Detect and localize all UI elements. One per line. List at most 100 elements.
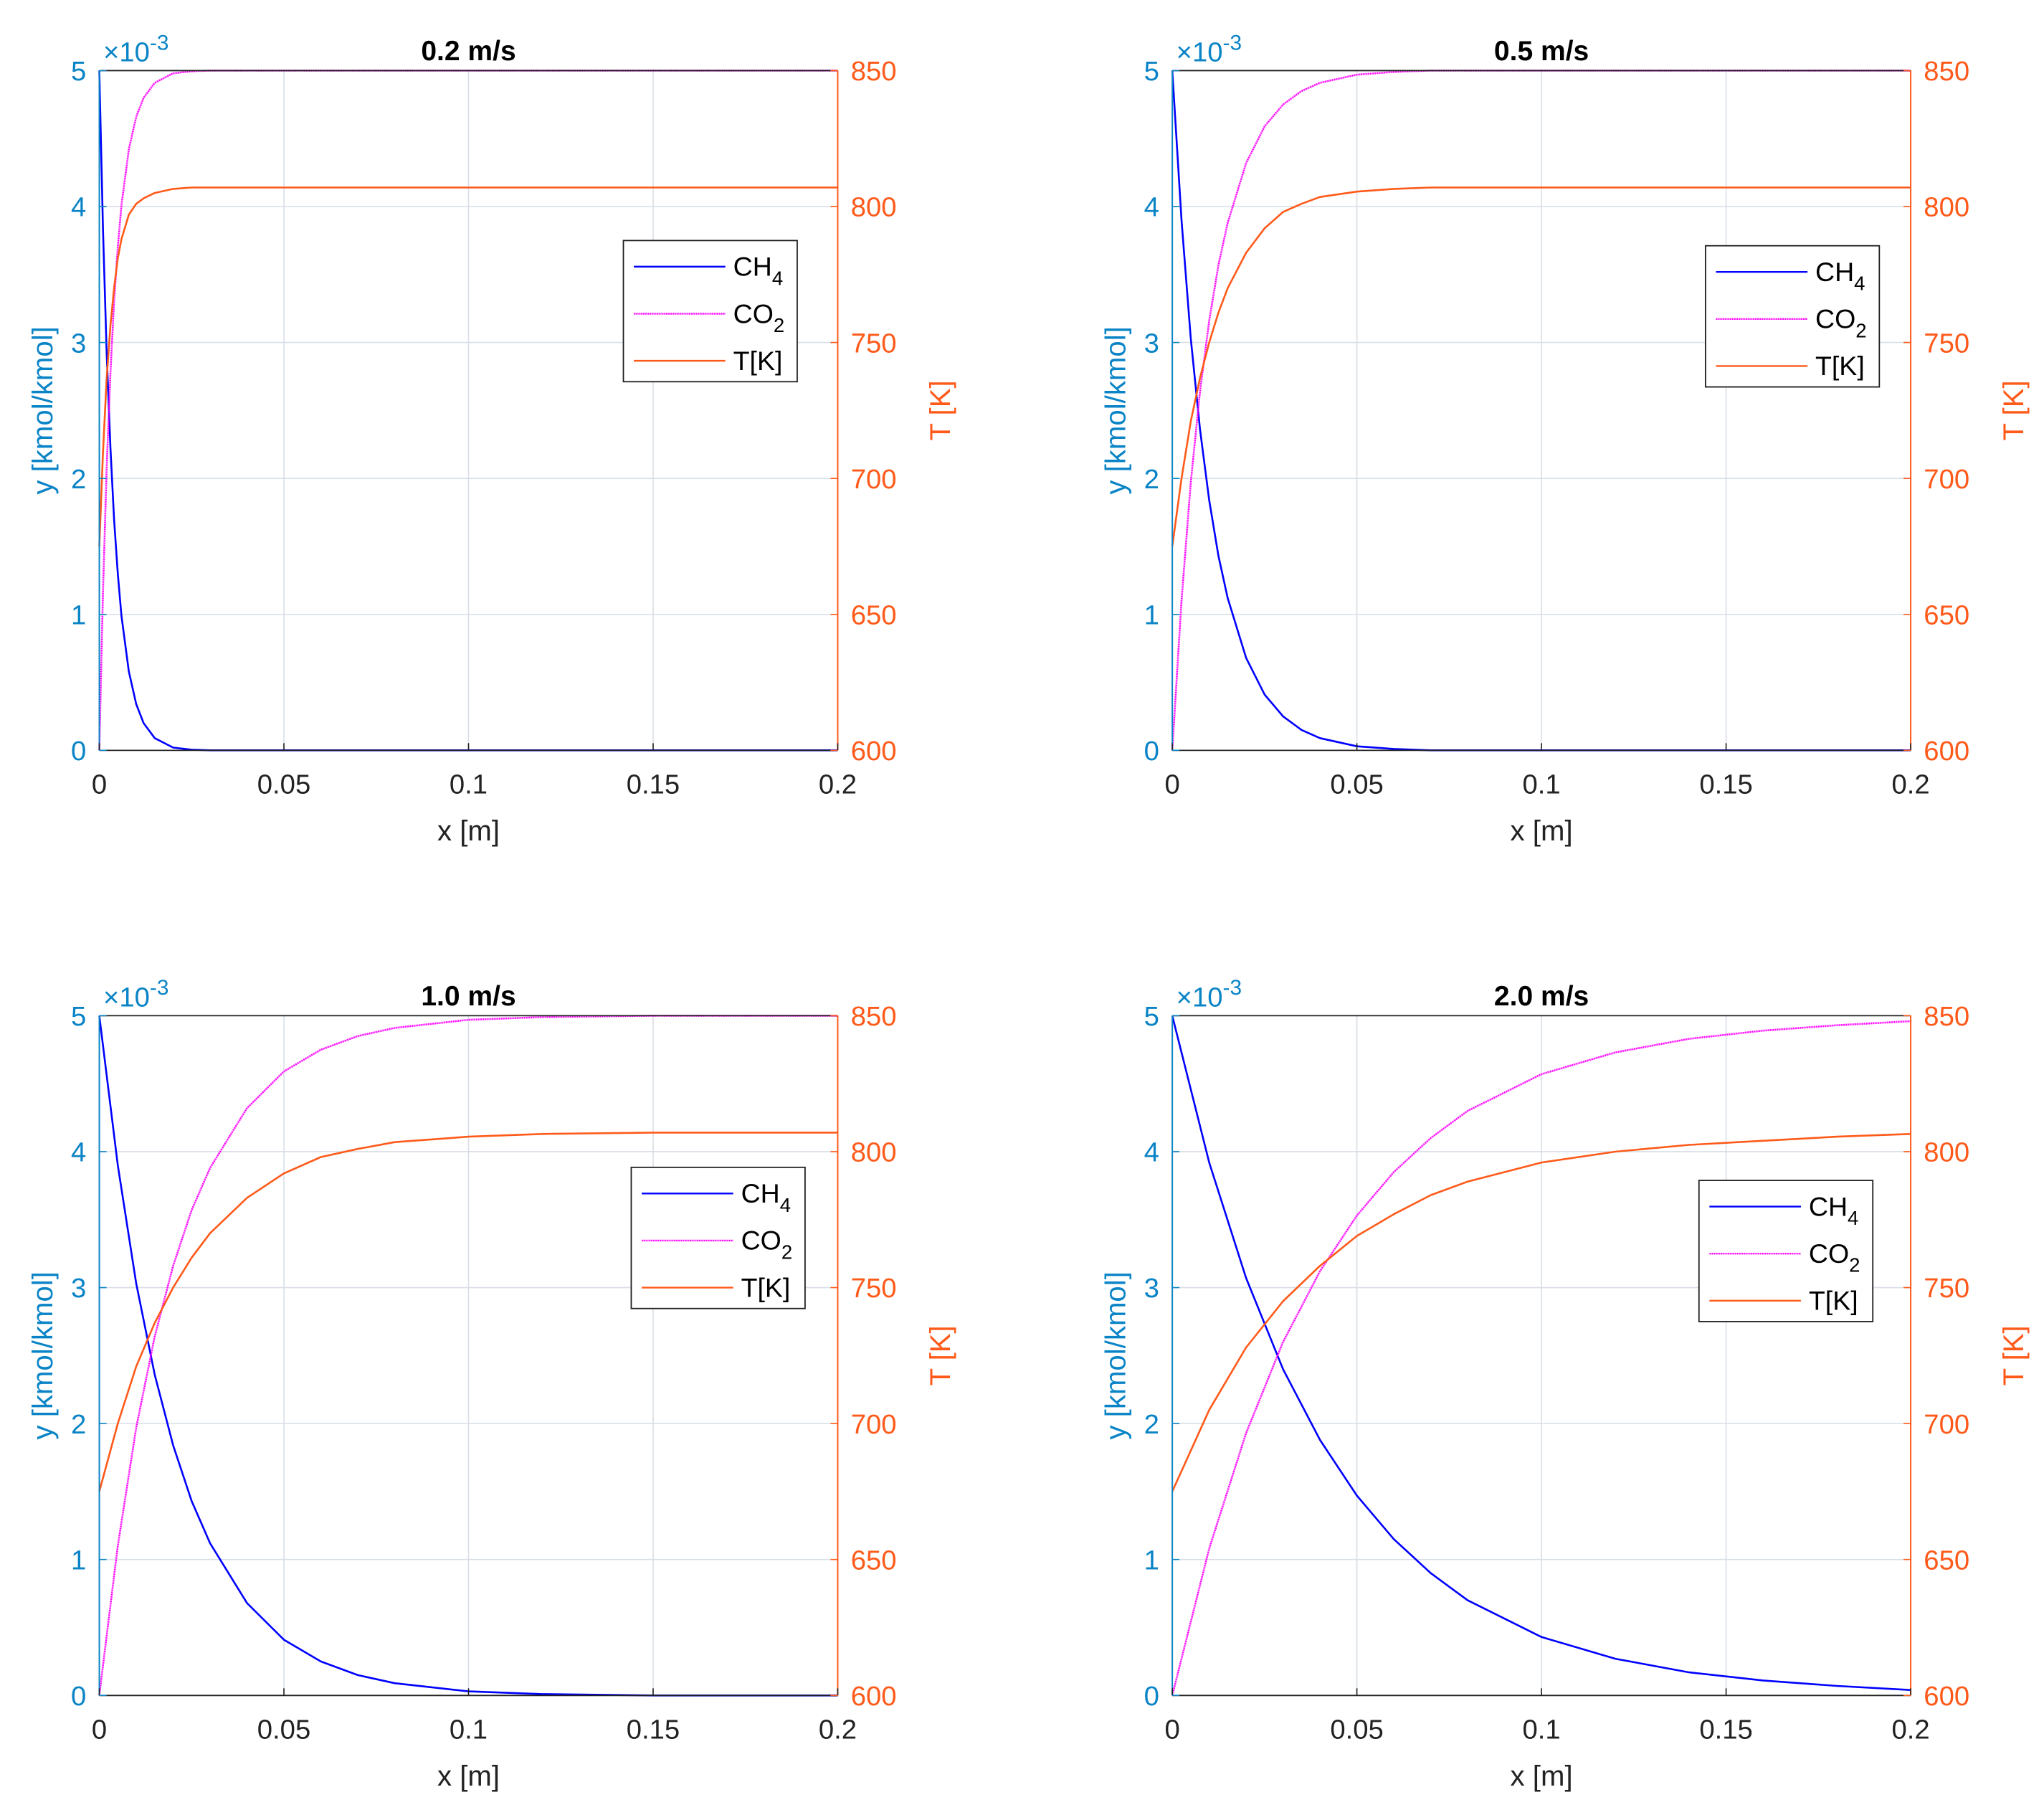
left-y-tick-label: 4 [71, 192, 86, 223]
legend-label-base: T[K] [741, 1272, 791, 1302]
left-y-tick-label: 0 [1144, 1681, 1159, 1712]
exponent-base: ×10 [103, 37, 150, 68]
exponent-power: -3 [1223, 31, 1242, 55]
right-y-tick-label: 850 [1924, 1001, 1969, 1032]
legend-label-subscript: 2 [774, 314, 784, 336]
right-y-tick-label: 750 [851, 328, 897, 359]
legend-label-base: CH [741, 1178, 780, 1208]
left-y-tick-label: 3 [1144, 1273, 1159, 1304]
left-y-tick-label: 1 [1144, 600, 1159, 630]
series-line-ch4 [98, 1015, 838, 1697]
left-y-axis-label: y [kmol/kmol] [27, 1271, 59, 1439]
x-tick-label: 0 [1164, 769, 1179, 800]
legend-label-subscript: 2 [781, 1241, 792, 1263]
legend-label-ch4: CH4 [741, 1178, 792, 1216]
exponent-label: ×10-3 [1177, 31, 1242, 67]
panel-0.2-ms: 0 0.05 0.1 0.15 0.2 0 1 2 3 4 5 600 650 700 750 800 850 ×… [27, 31, 956, 847]
legend-label-base: CO [1815, 304, 1855, 334]
right-y-tick-label: 750 [1924, 328, 1969, 359]
right-y-tick-label: 700 [1924, 464, 1969, 495]
left-y-tick-label: 0 [1144, 736, 1159, 767]
left-y-tick-label: 0 [71, 736, 86, 767]
exponent-label: ×10-3 [1177, 976, 1242, 1013]
x-tick-label: 0.1 [450, 769, 488, 800]
x-tick-label: 0.2 [1891, 1714, 1929, 1745]
x-tick-label: 0.15 [1699, 1714, 1752, 1745]
x-tick-label: 0.2 [819, 1714, 857, 1745]
exponent-base: ×10 [103, 982, 150, 1013]
left-y-tick-label: 5 [1144, 56, 1159, 87]
x-tick-label: 0.05 [257, 769, 310, 800]
x-tick-label: 0.2 [819, 769, 857, 800]
legend-box [630, 1166, 806, 1309]
legend-label-co2: CO2 [1815, 304, 1867, 342]
series-line-co2 [1171, 1020, 1911, 1696]
x-tick-label: 0.2 [1891, 769, 1929, 800]
right-y-tick-label: 800 [1924, 192, 1969, 223]
chart-title: 0.5 m/s [1494, 36, 1589, 67]
right-y-tick-label: 700 [851, 1409, 897, 1440]
series-line-t [98, 1132, 838, 1492]
right-y-axis-label: T [K] [1997, 1325, 2030, 1385]
series-line-t [1171, 1133, 1911, 1492]
x-tick-label: 0 [92, 1714, 107, 1745]
x-axis-label: x [m] [437, 1760, 500, 1792]
left-y-tick-label: 4 [1144, 192, 1159, 223]
right-y-tick-label: 600 [1924, 736, 1969, 767]
exponent-power: -3 [150, 976, 169, 1000]
right-y-tick-label: 850 [851, 56, 897, 87]
left-y-axis-label: y [kmol/kmol] [27, 326, 59, 494]
right-y-tick-label: 650 [1924, 1545, 1969, 1575]
right-y-tick-label: 650 [1924, 600, 1969, 630]
left-y-tick-label: 2 [71, 464, 86, 495]
legend-label-co2: CO2 [741, 1226, 793, 1264]
chart-title: 0.2 m/s [421, 36, 515, 67]
right-y-tick-label: 600 [851, 736, 897, 767]
right-y-axis-label: T [K] [924, 1325, 956, 1385]
left-y-tick-label: 3 [71, 1273, 86, 1304]
x-tick-label: 0.05 [1330, 1714, 1383, 1745]
left-y-tick-label: 4 [1144, 1137, 1159, 1168]
panel-2.0-ms: 0 0.05 0.1 0.15 0.2 0 1 2 3 4 5 600 650 700 750 800 850 ×… [1100, 976, 2030, 1792]
left-y-tick-label: 2 [71, 1409, 86, 1440]
exponent-power: -3 [1223, 976, 1242, 1000]
legend-label-ch4: CH4 [733, 252, 784, 290]
right-y-tick-label: 750 [851, 1273, 897, 1304]
left-y-tick-label: 1 [71, 1545, 86, 1575]
x-tick-label: 0.1 [1522, 769, 1560, 800]
legend-label-t: T[K] [741, 1272, 791, 1302]
left-y-tick-label: 1 [71, 600, 86, 630]
legend-label-subscript: 4 [1848, 1207, 1858, 1229]
right-y-tick-label: 600 [851, 1681, 897, 1712]
x-tick-label: 0.05 [1330, 769, 1383, 800]
legend: CH4 CO2 T[K] [1698, 1180, 1874, 1322]
series-line-co2 [98, 1015, 838, 1696]
legend-label-t: T[K] [1809, 1286, 1858, 1316]
legend-label-co2: CO2 [1809, 1238, 1860, 1276]
x-tick-label: 0.15 [627, 769, 680, 800]
legend-label-base: T[K] [1809, 1286, 1858, 1316]
series-line-t [98, 186, 838, 547]
legend-label-ch4: CH4 [1815, 257, 1865, 295]
left-y-tick-label: 3 [1144, 328, 1159, 359]
right-y-tick-label: 650 [851, 600, 897, 630]
right-y-tick-label: 600 [1924, 1681, 1969, 1712]
series-line-t [1171, 186, 1911, 547]
left-y-axis-label: y [kmol/kmol] [1100, 1271, 1132, 1439]
x-tick-label: 0.05 [257, 1714, 310, 1745]
exponent-base: ×10 [1177, 37, 1223, 68]
x-axis-label: x [m] [1511, 1760, 1573, 1792]
legend-box [622, 240, 798, 383]
right-y-tick-label: 750 [1924, 1273, 1969, 1304]
series-line-co2 [98, 70, 838, 751]
legend-label-base: CO [1809, 1238, 1849, 1269]
left-y-tick-label: 5 [1144, 1001, 1159, 1032]
x-tick-label: 0 [1164, 1714, 1179, 1745]
legend-label-base: T[K] [1815, 351, 1865, 381]
right-y-tick-label: 650 [851, 1545, 897, 1575]
left-y-tick-label: 1 [1144, 1545, 1159, 1575]
left-y-axis-label: y [kmol/kmol] [1100, 326, 1132, 494]
right-y-axis-label: T [K] [1997, 380, 2030, 440]
x-tick-label: 0 [92, 769, 107, 800]
